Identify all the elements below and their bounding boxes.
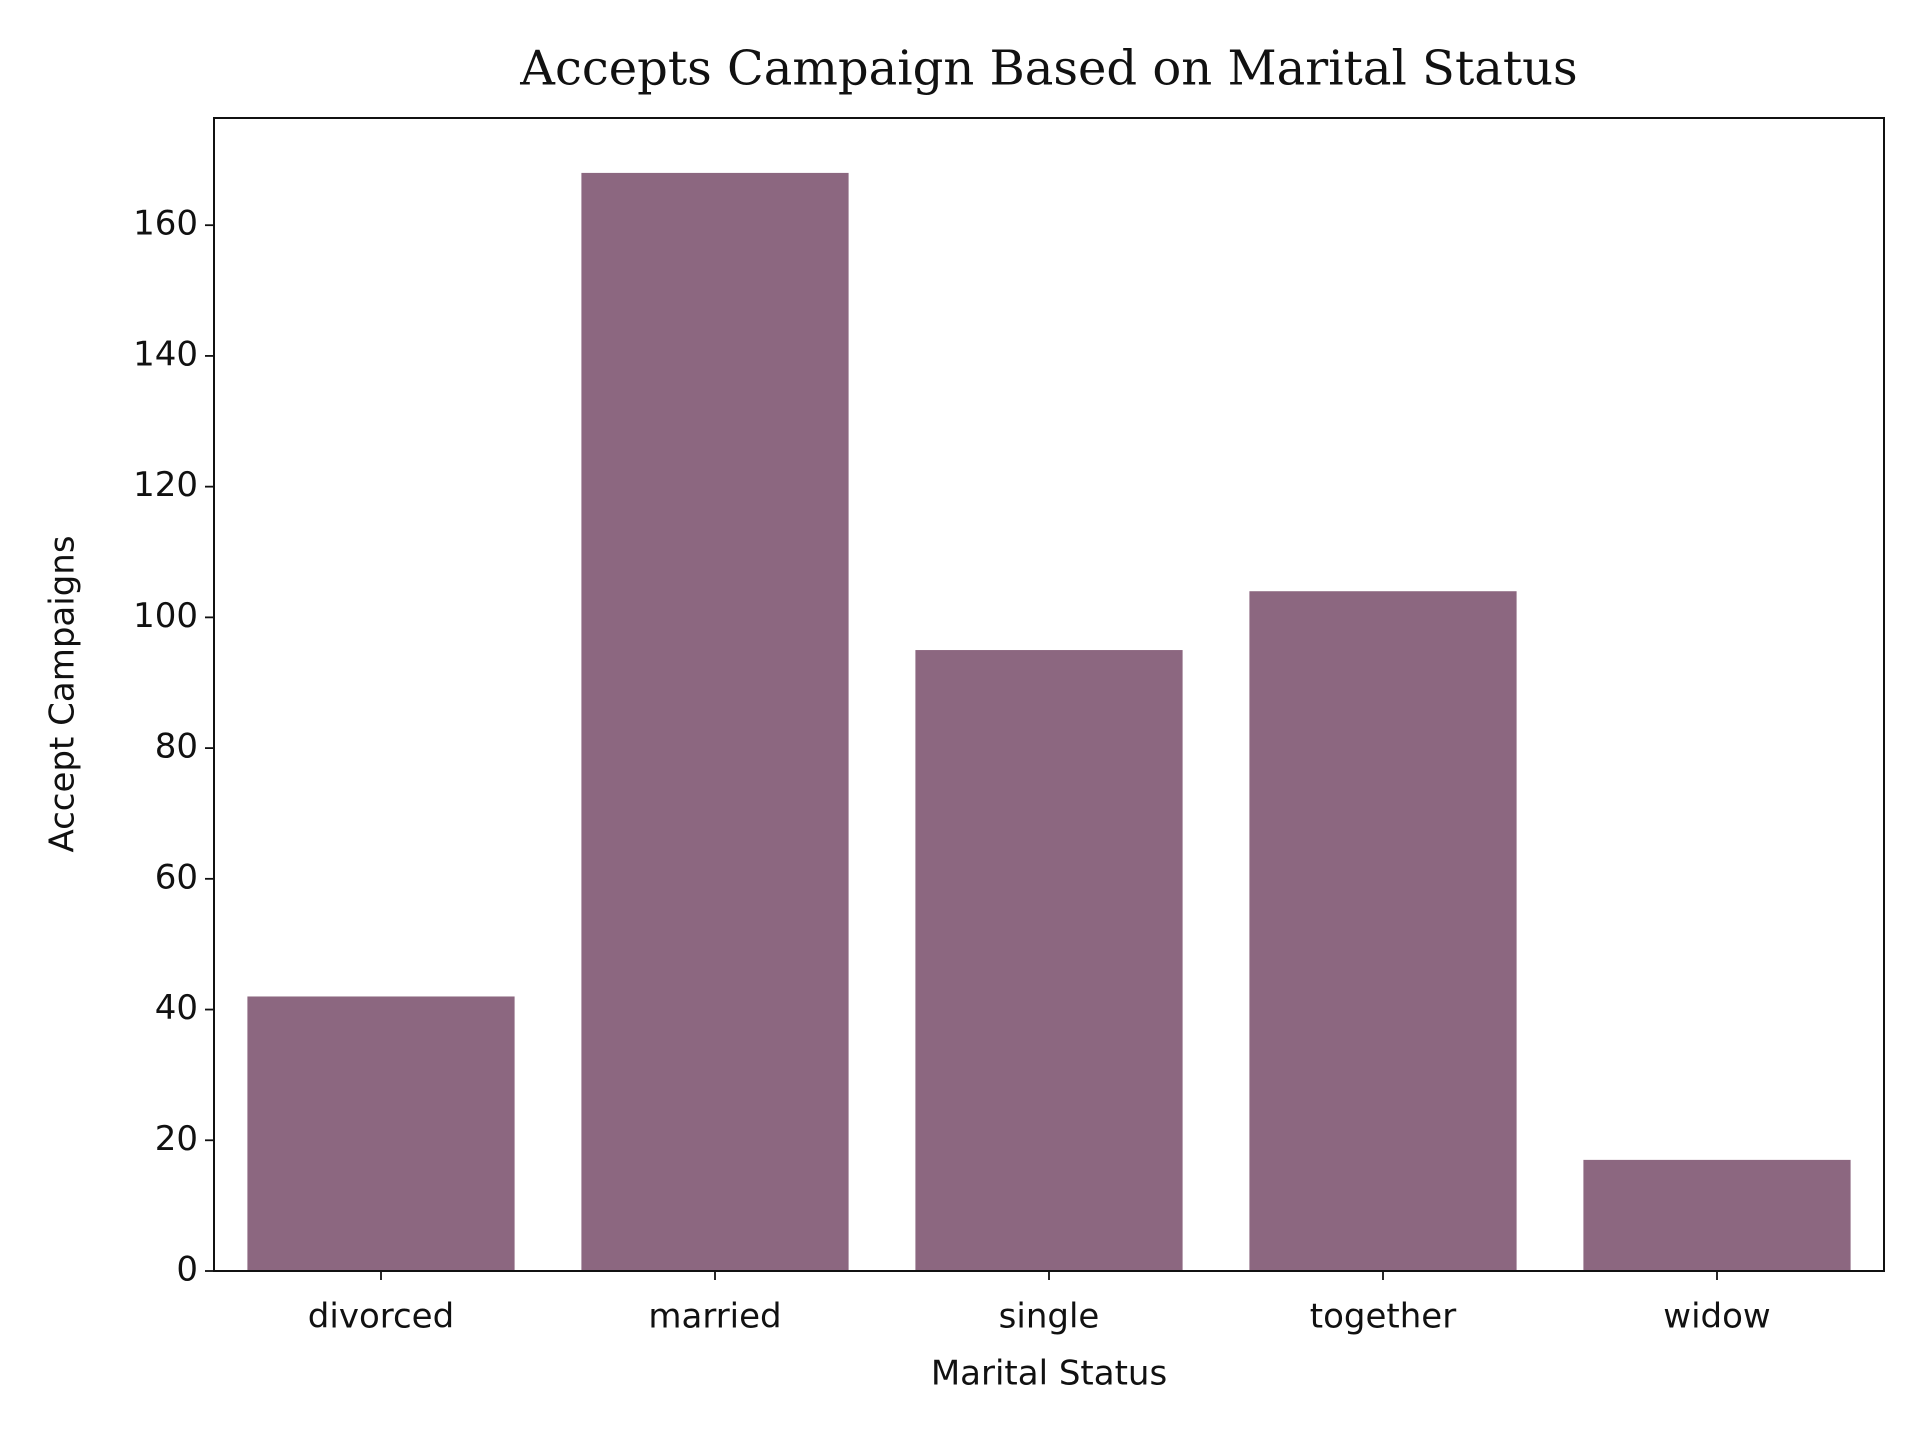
plot-frame	[213, 117, 1885, 1272]
x-tick-label: married	[648, 1297, 781, 1337]
x-axis-label: Marital Status	[931, 1354, 1167, 1394]
x-tick-label: together	[1310, 1297, 1456, 1337]
y-tick-label: 160	[133, 204, 198, 244]
y-tick-label: 140	[133, 334, 198, 374]
y-tick-label: 40	[155, 988, 198, 1028]
y-tick-label: 120	[133, 465, 198, 505]
chart-title: Accepts Campaign Based on Marital Status	[519, 41, 1577, 97]
y-axis-label: Accept Campaigns	[43, 535, 83, 852]
x-tick-label: single	[999, 1297, 1100, 1337]
y-tick-label: 0	[176, 1250, 198, 1290]
y-tick-label: 60	[155, 857, 198, 897]
bar	[1583, 1159, 1851, 1271]
bar	[581, 172, 849, 1271]
y-tick-label: 80	[155, 727, 198, 767]
x-tick-label: divorced	[308, 1297, 454, 1337]
y-tick-label: 100	[133, 596, 198, 636]
x-tick-label: widow	[1663, 1297, 1770, 1337]
bar	[915, 650, 1183, 1271]
bar	[1249, 591, 1517, 1271]
bar	[247, 996, 515, 1271]
y-tick-label: 20	[155, 1119, 198, 1159]
